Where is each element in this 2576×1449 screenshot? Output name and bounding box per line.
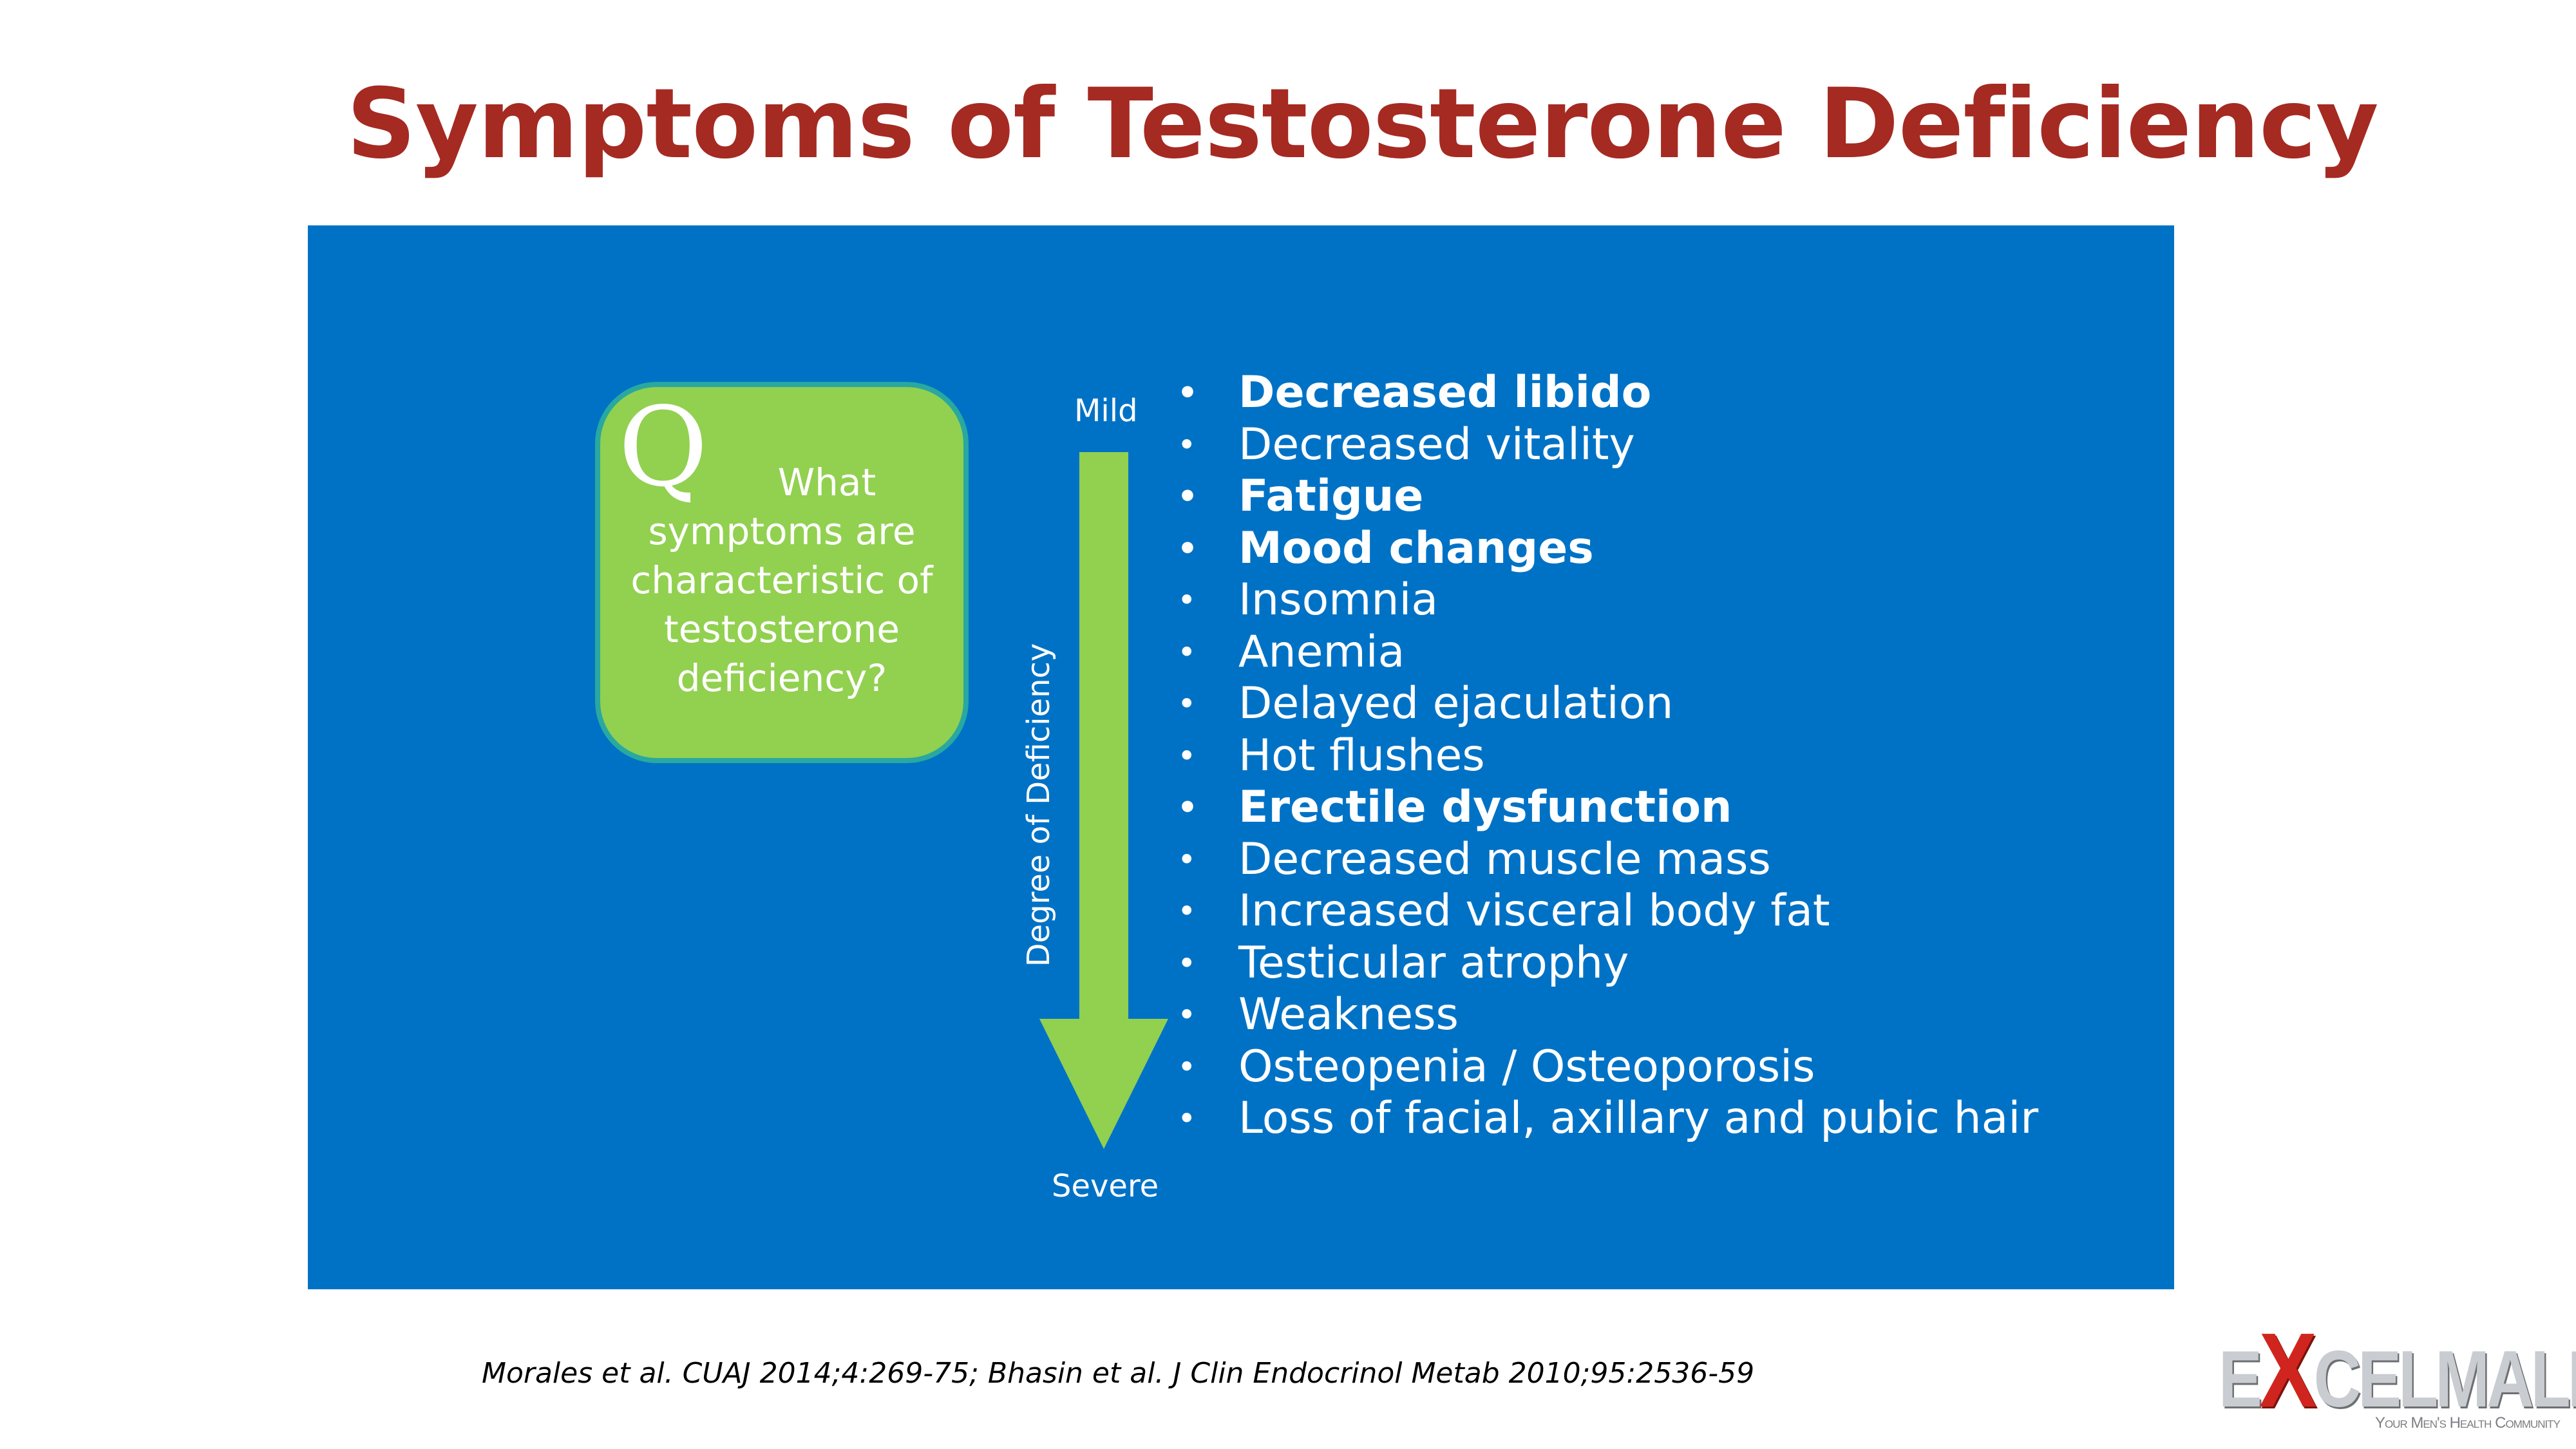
- symptom-item: Mood changes: [1177, 523, 2038, 575]
- logo-tagline: Your Men's Health Community: [2374, 1414, 2561, 1432]
- logo-letter-e: E: [2219, 1335, 2262, 1424]
- question-box: Q What symptoms are characteristic of te…: [595, 382, 969, 763]
- symptom-list: Decreased libido Decreased vitality Fati…: [1177, 367, 2038, 1145]
- logo-letter-x: X: [2259, 1311, 2317, 1429]
- scale-bottom-label: Severe: [1052, 1168, 1159, 1204]
- symptom-item: Hot flushes: [1177, 730, 2038, 782]
- scale-axis-label-text: Degree of Deficiency: [1021, 643, 1057, 967]
- citation: Morales et al. CUAJ 2014;4:269-75; Bhasi…: [482, 1357, 1755, 1390]
- symptom-item: Decreased vitality: [1177, 419, 2038, 471]
- symptom-item: Increased visceral body fat: [1177, 886, 2038, 938]
- symptom-item: Erectile dysfunction: [1177, 782, 2038, 834]
- content-panel: Q What symptoms are characteristic of te…: [308, 225, 2174, 1289]
- symptom-item: Weakness: [1177, 989, 2038, 1041]
- severity-arrow-icon: [1039, 452, 1168, 1149]
- excelmale-logo: EXCELMALE Your Men's Health Community: [2219, 1318, 2576, 1436]
- symptom-item: Loss of facial, axillary and pubic hair: [1177, 1093, 2038, 1145]
- logo-letters-rest: CELMALE: [2313, 1335, 2576, 1424]
- slide-title: Symptoms of Testosterone Deficiency: [346, 68, 2379, 180]
- symptom-item: Decreased muscle mass: [1177, 834, 2038, 886]
- question-letter: Q: [618, 384, 708, 511]
- symptom-item: Fatigue: [1177, 471, 2038, 523]
- logo-wordmark: EXCELMALE: [2219, 1318, 2576, 1425]
- symptom-item: Osteopenia / Osteoporosis: [1177, 1041, 2038, 1094]
- symptom-item: Testicular atrophy: [1177, 938, 2038, 990]
- symptom-item: Insomnia: [1177, 574, 2038, 627]
- question-text: What symptoms are characteristic of test…: [630, 460, 933, 700]
- severity-arrow-shape: [1039, 452, 1168, 1149]
- symptom-item: Decreased libido: [1177, 367, 2038, 419]
- symptom-item: Anemia: [1177, 627, 2038, 679]
- scale-top-label: Mild: [1074, 393, 1138, 429]
- symptom-item: Delayed ejaculation: [1177, 678, 2038, 730]
